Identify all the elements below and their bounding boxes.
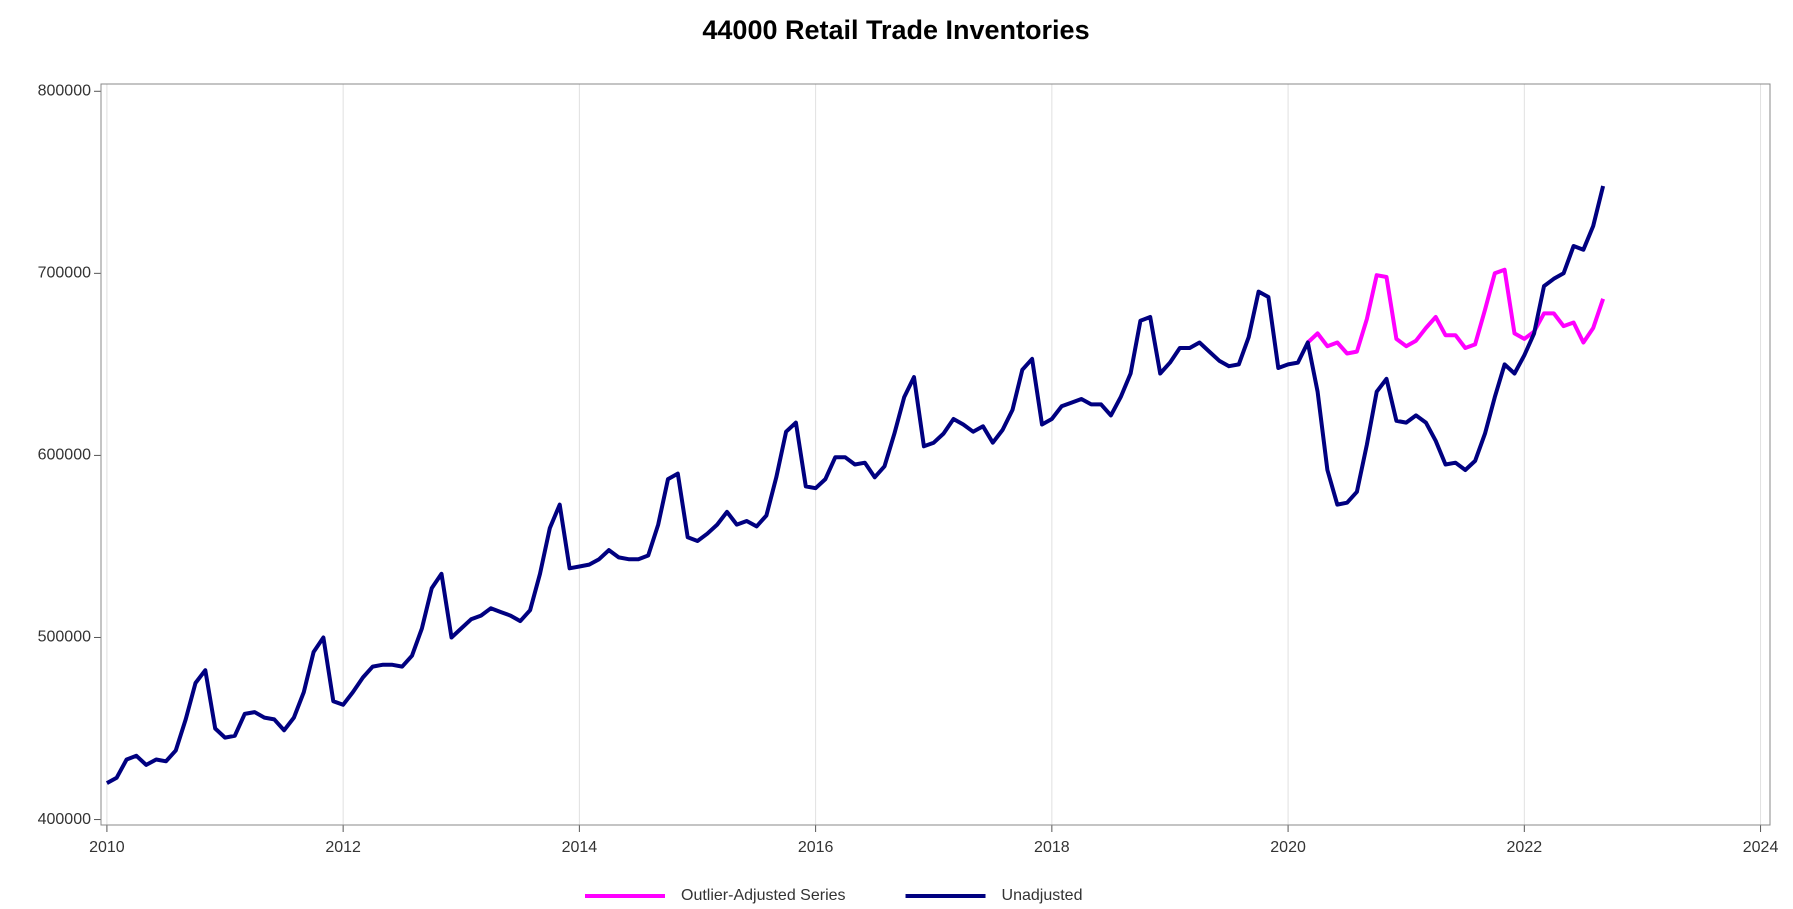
x-tick-label: 2022 [1507,839,1543,856]
x-tick-label: 2012 [325,839,361,856]
series-line [1306,267,1605,356]
y-tick-label: 400000 [38,811,91,828]
y-tick-label: 600000 [38,447,91,464]
series-line [105,185,1606,785]
legend-label: Unadjusted [1002,887,1083,904]
x-tick-label: 2024 [1743,839,1779,856]
chart-title: 44000 Retail Trade Inventories [702,15,1089,45]
x-tick-label: 2018 [1034,839,1070,856]
x-tick-label: 2020 [1270,839,1306,856]
plot-frame [100,83,1771,826]
x-tick-label: 2016 [798,839,834,856]
legend-label: Outlier-Adjusted Series [681,887,846,904]
y-tick-label: 700000 [38,265,91,282]
x-tick-label: 2014 [562,839,598,856]
y-tick-label: 800000 [38,83,91,100]
x-tick-label: 2010 [89,839,125,856]
y-tick-label: 500000 [38,629,91,646]
